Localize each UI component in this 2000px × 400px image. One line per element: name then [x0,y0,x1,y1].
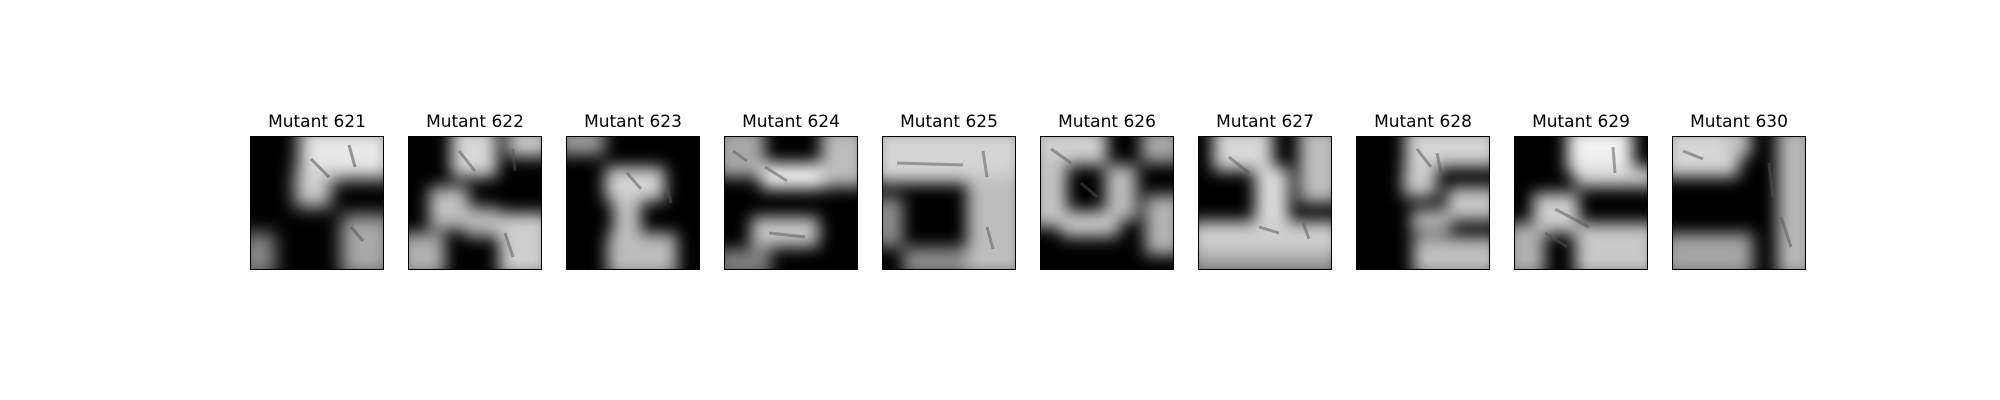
mutant-image-graphic [1357,137,1489,269]
mutant-image [1040,136,1174,270]
mutant-image [1356,136,1490,270]
panel-title: Mutant 623 [566,112,700,132]
mutant-image [1514,136,1648,270]
panel-title: Mutant 629 [1514,112,1648,132]
panel-title: Mutant 625 [882,112,1016,132]
mutant-image [566,136,700,270]
mutant-image-graphic [1199,137,1331,269]
mutant-image [1672,136,1806,270]
mutant-image [1198,136,1332,270]
mutant-image [724,136,858,270]
mutant-image-graphic [567,137,699,269]
mutant-image [408,136,542,270]
mutant-image-graphic [883,137,1015,269]
mutant-image-graphic [1515,137,1647,269]
panel-title: Mutant 627 [1198,112,1332,132]
panel-title: Mutant 624 [724,112,858,132]
panel-title: Mutant 628 [1356,112,1490,132]
mutant-image-graphic [725,137,857,269]
mutant-image-graphic [251,137,383,269]
panel-title: Mutant 630 [1672,112,1806,132]
panel-title: Mutant 626 [1040,112,1174,132]
mutant-image [882,136,1016,270]
mutant-image-graphic [409,137,541,269]
mutant-image-graphic [1041,137,1173,269]
panel-title: Mutant 621 [250,112,384,132]
panel-title: Mutant 622 [408,112,542,132]
mutant-image [250,136,384,270]
mutant-image-graphic [1673,137,1805,269]
